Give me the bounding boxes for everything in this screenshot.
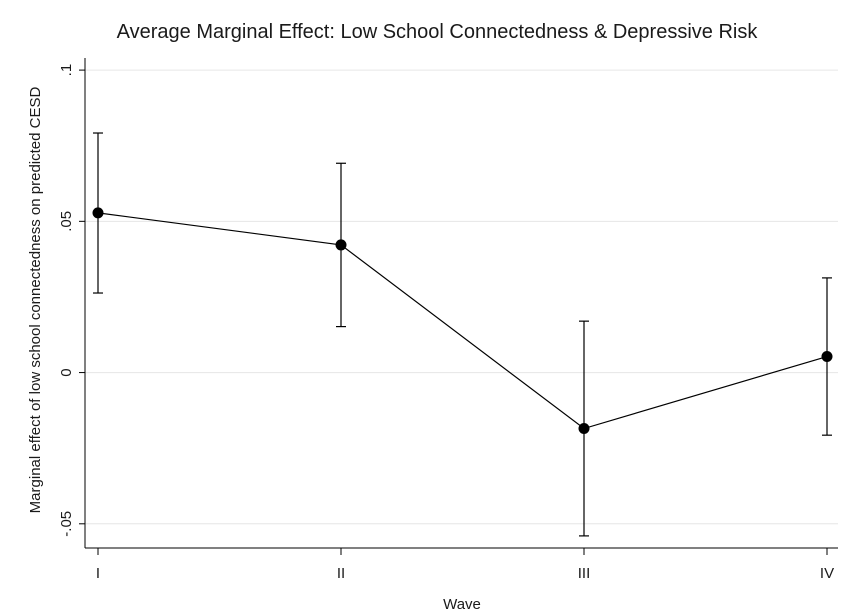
x-tick-label-1: II: [337, 565, 345, 582]
y-tick-label-2: .05: [58, 211, 75, 232]
axes: -.050.05.1I II III IV: [58, 58, 838, 582]
gridlines: [85, 69, 838, 525]
x-tick-label-3: IV: [820, 565, 834, 582]
x-tick-label-0: I: [96, 565, 100, 582]
y-tick-label-3: .1: [58, 64, 75, 77]
series-line-0: [97, 212, 828, 430]
data-point-2: [578, 423, 590, 435]
data-point-0: [92, 207, 104, 219]
y-tick-label-0: -.05: [58, 511, 75, 537]
data-point-3: [821, 351, 833, 363]
x-axis-label: Wave: [443, 596, 481, 613]
y-tick-label-1: 0: [58, 368, 75, 376]
y-axis-label: Marginal effect of low school connectedn…: [27, 87, 44, 514]
data-point-1: [335, 239, 347, 251]
x-tick-label-2: III: [578, 565, 591, 582]
plot-area: [92, 132, 833, 537]
chart-title: Average Marginal Effect: Low School Conn…: [117, 21, 759, 43]
